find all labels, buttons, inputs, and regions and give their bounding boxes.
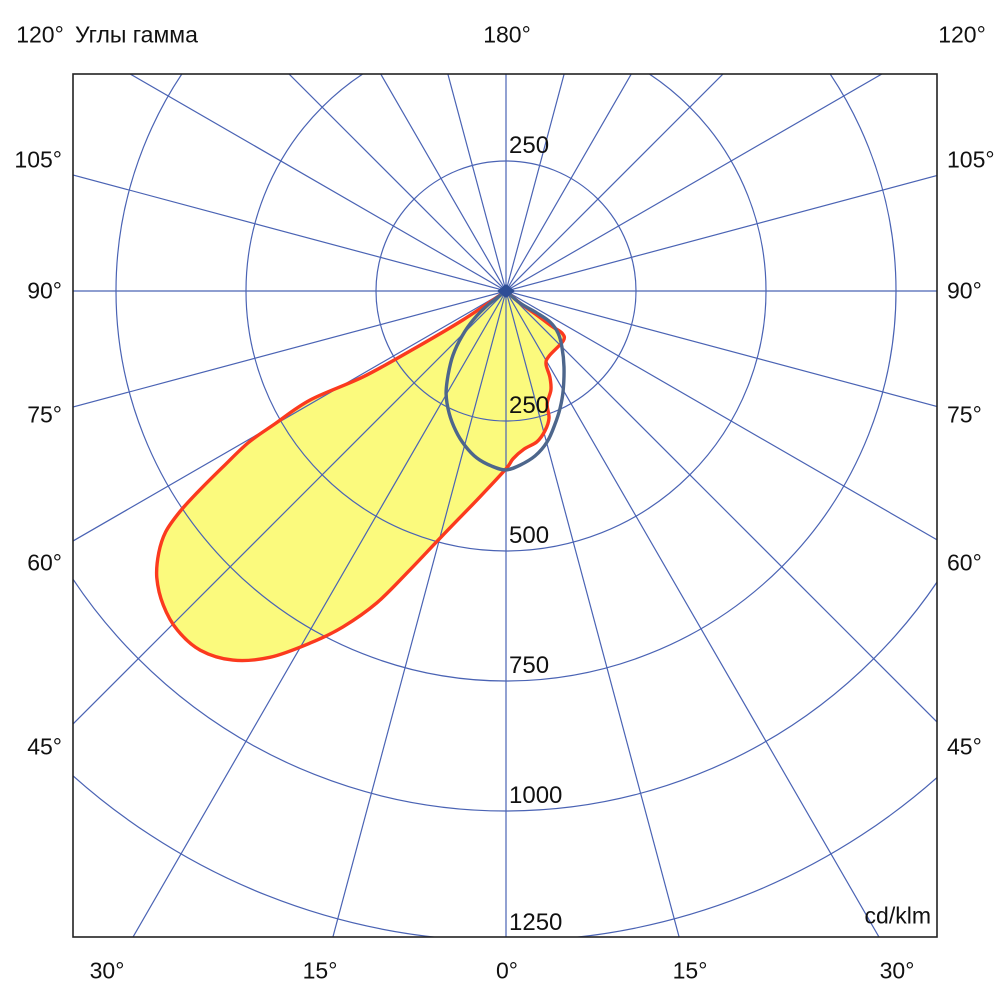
chart-title: Углы гамма xyxy=(75,21,198,48)
angle-label-bottom-30l: 30° xyxy=(89,957,125,984)
ring-value-label: 500 xyxy=(509,522,550,549)
angle-label-bottom-0: 0° xyxy=(496,957,518,984)
angle-label-left-45: 45° xyxy=(27,733,62,760)
angle-label-top-right: 120° xyxy=(938,21,986,48)
angle-label-left-105: 105° xyxy=(14,146,62,173)
angle-label-left-75: 75° xyxy=(27,401,62,428)
angle-label-right-45: 45° xyxy=(947,733,982,760)
series-curve-red_curve_filled_lobe xyxy=(154,289,567,663)
series-curve-dark_blue_curve xyxy=(444,289,566,472)
ring-value-label: 1000 xyxy=(509,782,563,809)
angle-label-right-75: 75° xyxy=(947,401,982,428)
ring-value-label: 750 xyxy=(509,652,550,679)
angle-label-bottom-30r: 30° xyxy=(879,957,915,984)
angle-label-right-60: 60° xyxy=(947,549,982,576)
ring-value-label: 250 xyxy=(509,392,550,419)
angle-label-right-90: 90° xyxy=(947,277,982,304)
angle-label-right-105: 105° xyxy=(947,146,995,173)
angle-label-bottom-15r: 15° xyxy=(672,957,708,984)
angle-label-top-center: 180° xyxy=(483,21,531,48)
angle-label-left-60: 60° xyxy=(27,549,62,576)
ring-value-label: 250 xyxy=(509,132,550,159)
chart-frame xyxy=(72,73,938,938)
series-fill-red_curve_filled_lobe xyxy=(156,291,565,661)
angle-label-left-90: 90° xyxy=(27,277,62,304)
radial-unit-label: cd/klm xyxy=(864,902,931,929)
angle-label-bottom-15l: 15° xyxy=(302,957,338,984)
pole-marker-icon xyxy=(497,284,515,298)
angle-label-top-left: 120° xyxy=(16,21,64,48)
ring-value-label: 1250 xyxy=(509,909,563,936)
